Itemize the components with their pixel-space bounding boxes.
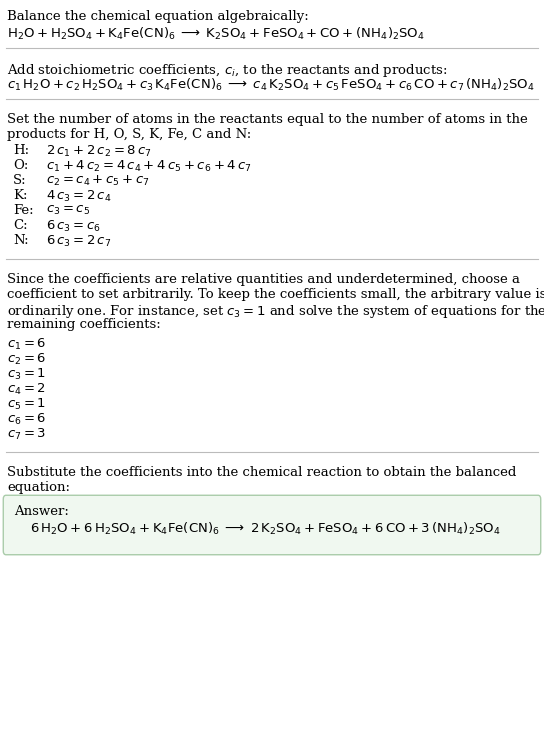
Text: $c_2 = 6$: $c_2 = 6$ <box>7 352 46 367</box>
Text: Add stoichiometric coefficients, $c_i$, to the reactants and products:: Add stoichiometric coefficients, $c_i$, … <box>7 62 447 79</box>
Text: $c_1 = 6$: $c_1 = 6$ <box>7 337 46 352</box>
Text: $c_3 = 1$: $c_3 = 1$ <box>7 367 46 382</box>
Text: S:: S: <box>13 174 27 187</box>
Text: H:: H: <box>13 144 29 157</box>
Text: C:: C: <box>13 219 28 232</box>
Text: Answer:: Answer: <box>14 505 69 518</box>
Text: $6\,\mathrm{H_2O} + 6\,\mathrm{H_2SO_4} + \mathrm{K_4Fe(CN)_6} \;\longrightarrow: $6\,\mathrm{H_2O} + 6\,\mathrm{H_2SO_4} … <box>30 521 501 537</box>
Text: Fe:: Fe: <box>13 204 34 217</box>
Text: Set the number of atoms in the reactants equal to the number of atoms in the: Set the number of atoms in the reactants… <box>7 113 528 126</box>
Text: $c_1\,\mathrm{H_2O} + c_2\,\mathrm{H_2SO_4} + c_3\,\mathrm{K_4Fe(CN)_6} \;\longr: $c_1\,\mathrm{H_2O} + c_2\,\mathrm{H_2SO… <box>7 77 535 93</box>
Text: K:: K: <box>13 189 28 202</box>
Text: $c_3 = c_5$: $c_3 = c_5$ <box>46 204 90 217</box>
Text: Substitute the coefficients into the chemical reaction to obtain the balanced: Substitute the coefficients into the che… <box>7 466 516 479</box>
Text: $2\,c_1 + 2\,c_2 = 8\,c_7$: $2\,c_1 + 2\,c_2 = 8\,c_7$ <box>46 144 152 159</box>
Text: $c_5 = 1$: $c_5 = 1$ <box>7 397 46 412</box>
Text: remaining coefficients:: remaining coefficients: <box>7 318 160 331</box>
Text: $c_4 = 2$: $c_4 = 2$ <box>7 382 46 397</box>
Text: $6\,c_3 = 2\,c_7$: $6\,c_3 = 2\,c_7$ <box>46 234 112 249</box>
FancyBboxPatch shape <box>3 495 541 555</box>
Text: equation:: equation: <box>7 481 70 494</box>
Text: N:: N: <box>13 234 29 247</box>
Text: $6\,c_3 = c_6$: $6\,c_3 = c_6$ <box>46 219 101 234</box>
Text: products for H, O, S, K, Fe, C and N:: products for H, O, S, K, Fe, C and N: <box>7 128 251 141</box>
Text: ordinarily one. For instance, set $c_3 = 1$ and solve the system of equations fo: ordinarily one. For instance, set $c_3 =… <box>7 303 544 320</box>
Text: O:: O: <box>13 159 28 172</box>
Text: $\mathrm{H_2O + H_2SO_4 + K_4Fe(CN)_6 \;\longrightarrow\; K_2SO_4 + FeSO_4 + CO : $\mathrm{H_2O + H_2SO_4 + K_4Fe(CN)_6 \;… <box>7 26 425 42</box>
Text: $c_2 = c_4 + c_5 + c_7$: $c_2 = c_4 + c_5 + c_7$ <box>46 174 150 188</box>
Text: $c_1 + 4\,c_2 = 4\,c_4 + 4\,c_5 + c_6 + 4\,c_7$: $c_1 + 4\,c_2 = 4\,c_4 + 4\,c_5 + c_6 + … <box>46 159 252 174</box>
Text: $4\,c_3 = 2\,c_4$: $4\,c_3 = 2\,c_4$ <box>46 189 112 204</box>
Text: Balance the chemical equation algebraically:: Balance the chemical equation algebraica… <box>7 10 309 23</box>
Text: $c_7 = 3$: $c_7 = 3$ <box>7 427 46 442</box>
Text: Since the coefficients are relative quantities and underdetermined, choose a: Since the coefficients are relative quan… <box>7 273 520 286</box>
Text: coefficient to set arbitrarily. To keep the coefficients small, the arbitrary va: coefficient to set arbitrarily. To keep … <box>7 288 544 301</box>
Text: $c_6 = 6$: $c_6 = 6$ <box>7 412 46 427</box>
